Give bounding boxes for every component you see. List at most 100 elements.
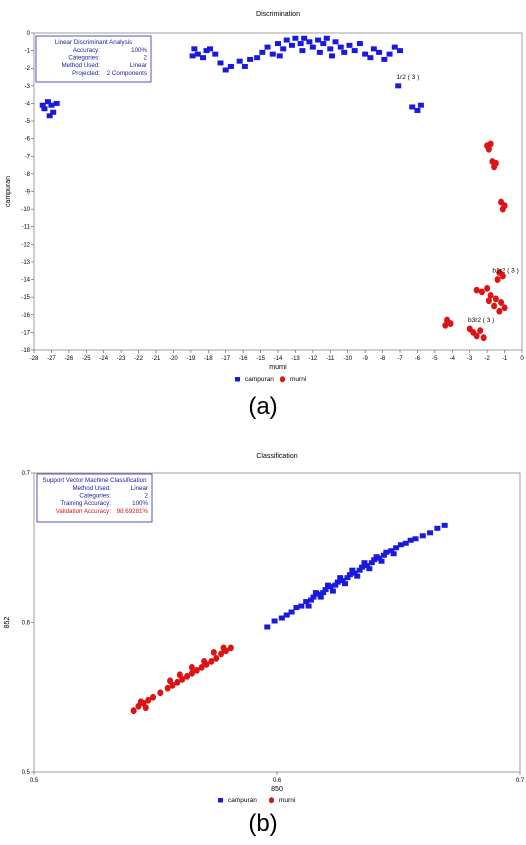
data-point-murni: [198, 663, 205, 671]
data-point-campuran: [393, 545, 400, 551]
y-tick-label: -5: [25, 119, 31, 125]
data-point-campuran: [48, 102, 55, 108]
data-point-campuran: [320, 41, 327, 47]
data-point-campuran: [280, 46, 287, 52]
data-point-campuran: [271, 618, 278, 624]
data-point-murni: [480, 334, 487, 342]
data-point-campuran: [380, 552, 387, 558]
y-tick-label: -16: [21, 313, 30, 319]
data-point-campuran: [366, 566, 373, 572]
y-tick-label: -11: [22, 225, 31, 231]
data-point-campuran: [283, 37, 290, 43]
data-point-murni: [164, 684, 171, 692]
data-point-campuran: [320, 590, 327, 596]
x-axis-label: 850: [271, 786, 283, 793]
data-point-murni: [227, 644, 234, 652]
data-point-campuran: [53, 100, 60, 106]
legend-swatch-campuran: [235, 377, 240, 382]
point-annotation: 1r2 ( 3 ): [397, 74, 420, 81]
info-box-label: Method Used:: [61, 62, 100, 69]
data-point-campuran: [297, 41, 304, 47]
data-point-campuran: [376, 49, 383, 55]
data-point-campuran: [409, 104, 416, 110]
data-point-campuran: [362, 51, 369, 57]
x-tick-label: -17: [221, 356, 230, 362]
data-point-campuran: [207, 46, 214, 52]
data-point-murni: [213, 654, 220, 662]
x-tick-label: -5: [432, 356, 438, 362]
data-point-murni: [447, 320, 454, 327]
y-tick-label: -14: [21, 278, 30, 284]
data-point-campuran: [227, 63, 234, 69]
data-point-campuran: [200, 55, 207, 61]
data-point-campuran: [337, 575, 344, 581]
x-tick-label: -20: [169, 356, 178, 362]
y-tick-label: -6: [25, 137, 31, 143]
data-point-campuran: [395, 83, 402, 89]
info-box-value: 2: [144, 55, 148, 62]
data-point-murni: [150, 693, 157, 701]
data-point-campuran: [402, 540, 409, 546]
x-tick-label: -4: [450, 356, 456, 362]
data-point-campuran: [241, 63, 248, 69]
data-point-campuran: [222, 67, 229, 73]
data-point-campuran: [346, 572, 353, 578]
x-tick-label: -12: [309, 356, 318, 362]
data-point-campuran: [373, 554, 380, 560]
data-point-campuran: [50, 109, 57, 115]
data-point-campuran: [332, 582, 339, 588]
data-point-campuran: [310, 594, 317, 600]
data-point-campuran: [236, 58, 243, 64]
x-tick-label: -6: [415, 356, 421, 362]
data-point-murni: [142, 704, 149, 712]
y-tick-label: -7: [25, 154, 31, 160]
data-point-murni: [193, 666, 200, 674]
y-tick-label: -9: [25, 190, 31, 196]
info-box-label: Training Accuracy:: [60, 500, 111, 507]
data-point-campuran: [427, 530, 434, 536]
info-box-value: 2 Components: [107, 70, 147, 77]
data-point-campuran: [189, 53, 196, 59]
data-point-campuran: [356, 567, 363, 573]
point-annotation: b3r2 ( 3 ): [468, 317, 494, 324]
data-point-campuran: [301, 35, 308, 41]
data-point-murni: [188, 663, 195, 671]
data-point-murni: [188, 669, 195, 677]
data-point-murni: [145, 696, 152, 704]
y-tick-label: 0.5: [22, 770, 31, 776]
info-box-label: Projected:: [72, 70, 100, 77]
data-point-campuran: [264, 44, 271, 50]
x-tick-label: -24: [99, 356, 108, 362]
data-point-murni: [442, 321, 449, 329]
data-point-campuran: [44, 99, 51, 105]
data-point-campuran: [354, 573, 361, 579]
data-point-campuran: [419, 533, 426, 539]
data-point-campuran: [299, 48, 306, 54]
data-point-campuran: [247, 56, 254, 62]
data-point-campuran: [441, 522, 448, 528]
data-point-campuran: [329, 53, 336, 59]
legend-swatch-murni: [268, 797, 275, 804]
data-point-murni: [478, 288, 485, 296]
y-tick-label: -10: [21, 207, 30, 213]
x-tick-label: -11: [326, 356, 335, 362]
y-axis-label: 852: [4, 617, 11, 629]
y-tick-label: -12: [21, 242, 30, 248]
data-point-campuran: [397, 542, 404, 548]
data-point-murni: [501, 304, 508, 312]
data-point-murni: [184, 672, 191, 680]
x-tick-label: -1: [502, 356, 508, 362]
data-point-campuran: [349, 567, 356, 573]
y-tick-label: -18: [21, 348, 30, 354]
x-tick-label: -14: [274, 356, 283, 362]
data-point-campuran: [276, 53, 283, 59]
x-tick-label: 0.6: [273, 778, 282, 784]
data-point-campuran: [194, 51, 201, 57]
data-point-campuran: [269, 51, 276, 57]
data-point-campuran: [341, 49, 348, 55]
data-point-campuran: [370, 46, 377, 52]
data-point-campuran: [337, 44, 344, 50]
data-point-campuran: [412, 536, 419, 542]
data-point-campuran: [278, 615, 285, 621]
data-point-murni: [491, 163, 498, 171]
